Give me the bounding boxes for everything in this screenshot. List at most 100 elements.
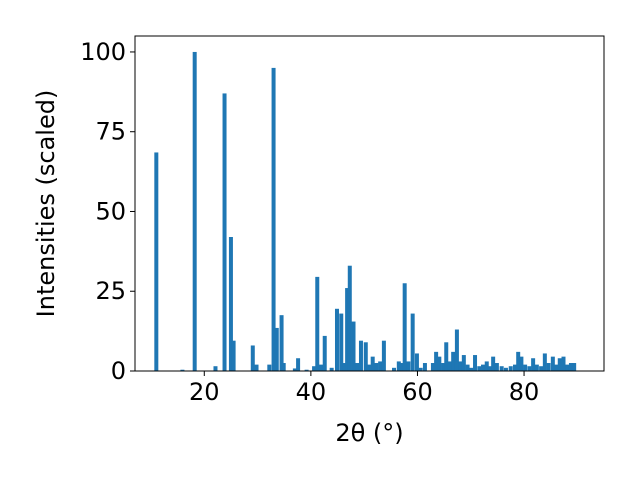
bar-25 — [345, 288, 350, 371]
bar-30 — [363, 342, 368, 371]
bar-34 — [378, 361, 383, 371]
bar-62 — [491, 356, 496, 371]
bar-24 — [342, 363, 347, 371]
bar-20 — [322, 335, 327, 371]
bar-47 — [437, 356, 442, 371]
bar-45 — [430, 363, 435, 371]
bar-55 — [465, 364, 470, 371]
bar-67 — [513, 364, 517, 371]
bar-66 — [508, 366, 513, 371]
bar-19 — [319, 364, 323, 371]
bar-16 — [304, 369, 309, 371]
bar-69 — [519, 356, 524, 371]
bar-44 — [422, 363, 427, 371]
bar-53 — [458, 361, 463, 371]
bar-5 — [228, 237, 233, 371]
bar-63 — [494, 363, 499, 371]
bar-8 — [254, 364, 259, 371]
bars-layer — [154, 51, 577, 372]
y-tick-label-75: 75 — [95, 118, 126, 146]
bar-35 — [381, 340, 386, 371]
y-axis-ticks: 0 25 50 75 100 — [80, 38, 135, 385]
bar-23 — [339, 313, 344, 371]
x-axis-ticks: 20 40 60 80 — [189, 371, 539, 406]
x-tick-label-60: 60 — [402, 378, 433, 406]
bar-68 — [516, 351, 521, 371]
x-axis-label: 2θ (°) — [335, 419, 403, 447]
bar-6 — [231, 340, 236, 371]
bar-31 — [366, 364, 371, 371]
bar-12 — [279, 315, 284, 371]
bar-29 — [358, 340, 363, 371]
bar-39 — [402, 283, 407, 371]
bar-73 — [534, 364, 539, 371]
bar-75 — [542, 353, 547, 371]
bar-58 — [477, 366, 482, 371]
bar-3 — [213, 366, 218, 371]
y-tick-label-100: 100 — [80, 38, 126, 66]
bar-71 — [527, 366, 532, 371]
x-tick-label-20: 20 — [189, 378, 220, 406]
bar-56 — [469, 367, 474, 371]
bar-7 — [250, 345, 255, 371]
bar-76 — [546, 363, 551, 371]
y-tick-label-0: 0 — [111, 357, 126, 385]
x-tick-label-80: 80 — [509, 378, 540, 406]
bar-0 — [154, 152, 159, 371]
y-tick-label-25: 25 — [95, 277, 126, 305]
bar-15 — [296, 358, 301, 371]
bar-49 — [444, 342, 449, 371]
bar-4 — [222, 93, 227, 372]
bar-33 — [374, 363, 379, 371]
y-tick-label-50: 50 — [95, 197, 126, 225]
bar-60 — [484, 361, 489, 371]
plot-frame — [134, 35, 605, 372]
bar-17 — [312, 366, 317, 371]
bar-13 — [281, 363, 286, 371]
bar-40 — [406, 361, 411, 371]
bar-32 — [370, 356, 375, 371]
bar-41 — [410, 313, 415, 371]
bar-18 — [315, 276, 320, 371]
bar-48 — [441, 363, 446, 371]
bar-82 — [568, 363, 573, 371]
bar-70 — [523, 364, 528, 371]
bar-83 — [572, 363, 577, 371]
bar-1 — [180, 369, 185, 371]
bar-72 — [531, 358, 536, 371]
bar-65 — [503, 367, 508, 371]
bar-22 — [334, 308, 339, 371]
bar-61 — [487, 366, 492, 371]
bar-59 — [481, 364, 486, 371]
bar-64 — [499, 366, 504, 371]
y-axis-label: Intensities (scaled) — [32, 90, 60, 318]
bar-11 — [274, 327, 279, 371]
bar-38 — [399, 363, 404, 371]
bar-57 — [473, 355, 478, 371]
bar-74 — [539, 366, 544, 371]
bar-10 — [271, 67, 276, 372]
bar-52 — [454, 329, 459, 371]
bar-81 — [565, 364, 570, 371]
bar-14 — [292, 368, 297, 371]
bar-51 — [451, 351, 456, 371]
bar-9 — [267, 364, 272, 371]
bar-80 — [561, 356, 566, 371]
bar-50 — [447, 361, 452, 371]
bar-2 — [192, 51, 197, 371]
bar-46 — [434, 351, 439, 371]
bar-43 — [418, 367, 423, 371]
bar-77 — [550, 356, 555, 371]
bar-26 — [347, 265, 352, 371]
bar-27 — [351, 321, 356, 371]
bar-42 — [414, 353, 419, 371]
bar-28 — [355, 363, 360, 371]
bar-37 — [396, 361, 401, 371]
bar-54 — [461, 355, 466, 371]
bar-79 — [557, 358, 562, 371]
bar-36 — [392, 367, 397, 371]
bar-21 — [329, 367, 334, 371]
bar-78 — [554, 364, 559, 371]
